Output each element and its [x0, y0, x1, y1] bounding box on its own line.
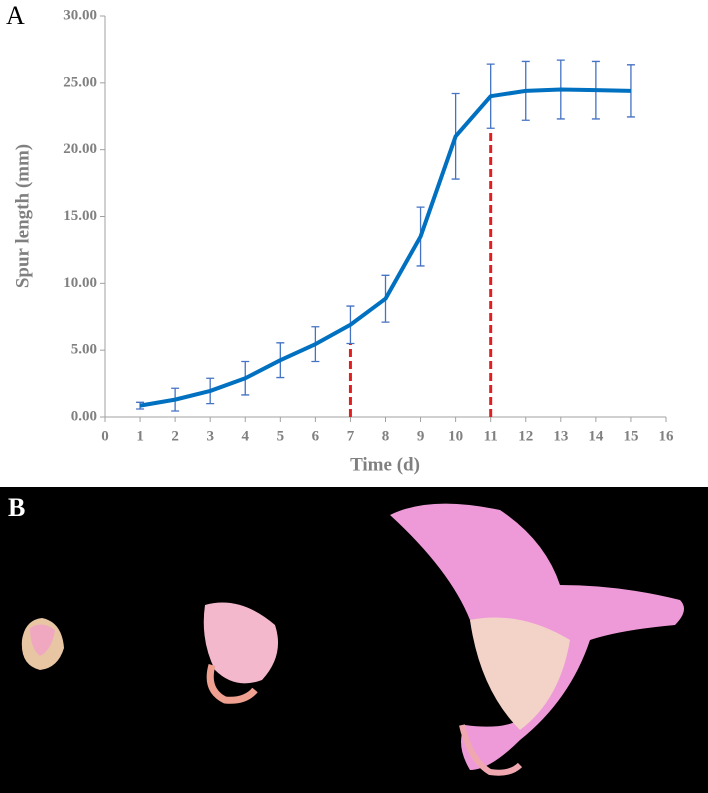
x-tick-label: 11 — [484, 428, 498, 444]
x-tick-label: 16 — [659, 428, 675, 444]
y-tick-label: 30.00 — [63, 7, 97, 23]
y-tick-label: 15.00 — [63, 208, 97, 224]
x-tick-label: 8 — [382, 428, 390, 444]
x-tick-label: 10 — [448, 428, 463, 444]
y-tick-label: 0.00 — [71, 408, 97, 424]
y-tick-label: 5.00 — [71, 342, 97, 358]
x-tick-label: 12 — [518, 428, 533, 444]
photo-background — [0, 487, 708, 793]
x-tick-label: 9 — [417, 428, 425, 444]
x-tick-label: 1 — [136, 428, 144, 444]
x-tick-label: 15 — [623, 428, 638, 444]
x-tick-label: 4 — [242, 428, 250, 444]
data-line — [139, 87, 631, 408]
x-tick-label: 13 — [553, 428, 568, 444]
y-axis-title: Spur length (mm) — [12, 144, 33, 288]
x-tick-label: 7 — [347, 428, 355, 444]
y-tick-label: 10.00 — [63, 275, 97, 291]
x-tick-label: 0 — [101, 428, 109, 444]
panel-label: A — [6, 1, 25, 30]
x-tick-label: 6 — [312, 428, 320, 444]
error-bar — [626, 64, 635, 118]
x-tick-label: 3 — [206, 428, 214, 444]
x-tick-label: 2 — [171, 428, 179, 444]
y-tick-label: 25.00 — [63, 74, 97, 90]
y-tick-label: 20.00 — [63, 141, 97, 157]
panel-label: B — [8, 493, 25, 522]
x-tick-label: 5 — [277, 428, 285, 444]
x-axis-title: Time (d) — [350, 454, 420, 475]
photo-flowers — [21, 503, 684, 776]
x-tick-label: 14 — [588, 428, 604, 444]
